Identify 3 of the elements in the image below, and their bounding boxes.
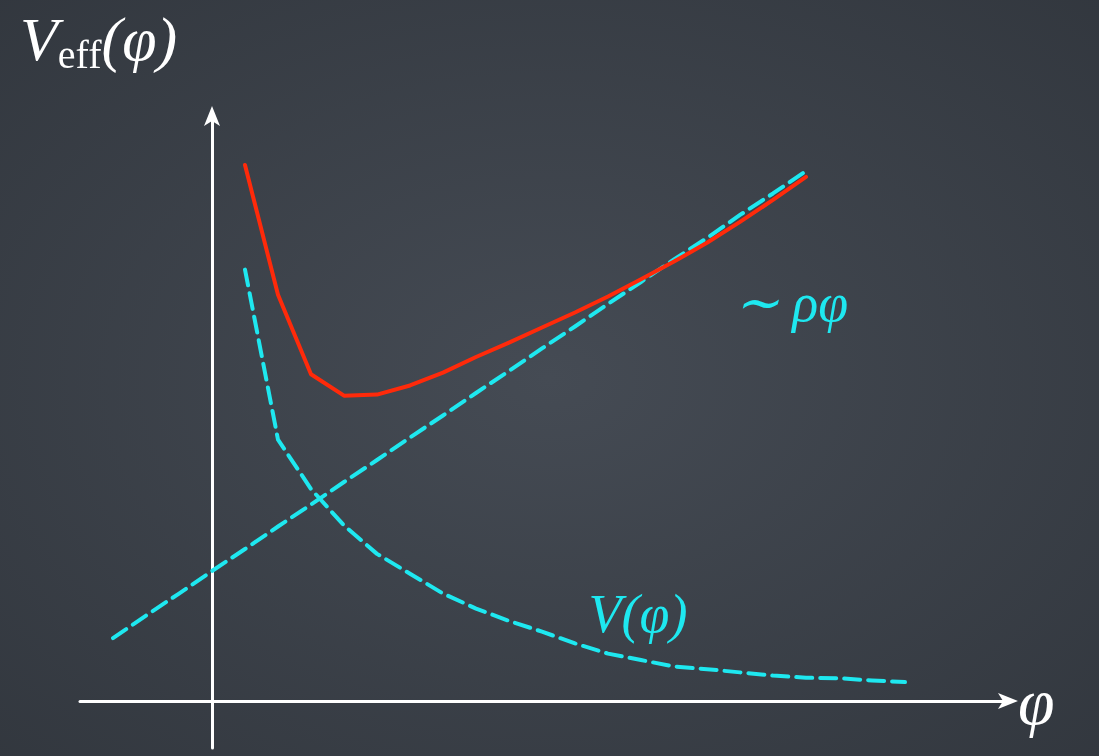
series-label: ∼ ρφ: [733, 272, 849, 333]
series-label: V(φ): [588, 583, 688, 644]
x-axis-title: φ: [1018, 664, 1055, 738]
